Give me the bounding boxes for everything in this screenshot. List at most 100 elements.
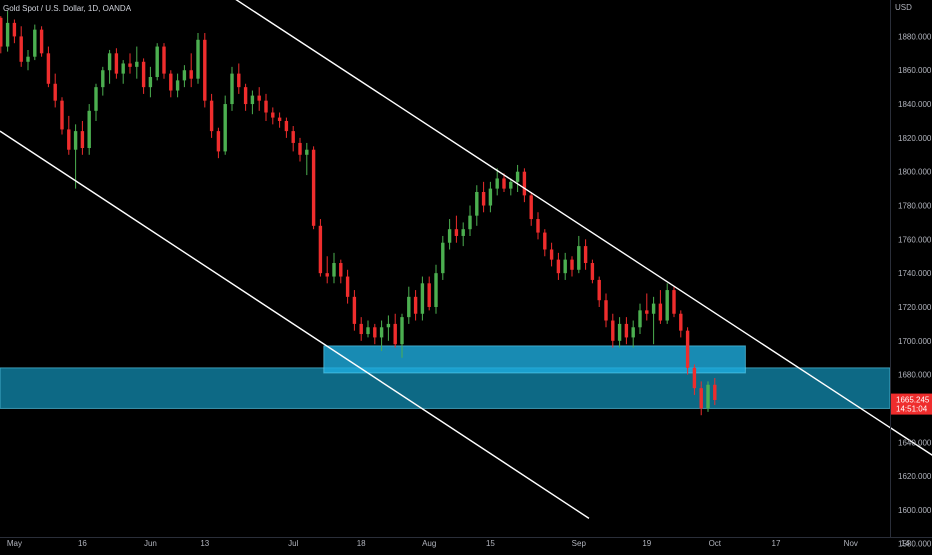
time-tick-label: 19	[642, 539, 651, 548]
time-axis[interactable]: May16Jun13Jul18Aug15Sep19Oct17Nov14Dec	[7, 539, 932, 548]
time-tick-label: Sep	[572, 539, 587, 548]
candle-down	[19, 36, 23, 62]
candle-down	[685, 330, 690, 368]
candle-down	[556, 259, 561, 274]
chart-title: Gold Spot / U.S. Dollar, 1D, OANDA	[3, 4, 132, 13]
candle-up	[495, 178, 499, 189]
candle-down	[481, 191, 486, 206]
zone-layer	[0, 345, 891, 409]
time-tick-label: 16	[78, 539, 87, 548]
candle-up	[250, 95, 255, 105]
candle-down	[237, 73, 241, 88]
candle-down	[67, 129, 71, 150]
candle-down	[141, 61, 146, 88]
price-tick-label: 1720.000	[898, 303, 932, 312]
candle-down	[80, 131, 85, 149]
candle-down	[264, 100, 268, 113]
candle-up	[420, 283, 425, 314]
time-tick-label: Jun	[144, 539, 157, 548]
candle-down	[114, 53, 119, 74]
candle-up	[509, 181, 513, 189]
candle-up	[26, 56, 30, 62]
candle-down	[243, 87, 248, 105]
candle-up	[196, 39, 200, 79]
candle-down	[352, 296, 357, 324]
candle-down	[203, 39, 207, 101]
candle-down	[291, 131, 295, 143]
candle-up	[447, 229, 452, 243]
price-tick-label: 1600.000	[898, 506, 932, 515]
candle-down	[339, 263, 343, 277]
candle-down	[318, 225, 323, 274]
currency-label: USD	[895, 3, 912, 12]
price-tick-label: 1640.000	[898, 438, 932, 447]
candle-down	[345, 276, 350, 297]
candle-down	[189, 70, 193, 79]
price-tick-label: 1740.000	[898, 269, 932, 278]
price-tick-label: 1620.000	[898, 472, 932, 481]
candle-up	[33, 29, 37, 57]
price-tick-label: 1860.000	[898, 66, 932, 75]
trendline	[235, 0, 932, 456]
candle-down	[529, 195, 533, 220]
candle-up	[475, 191, 479, 216]
candle-down	[393, 323, 397, 345]
candle-down	[570, 259, 574, 270]
candle-down	[699, 388, 703, 409]
candle-down	[543, 232, 547, 250]
candle-down	[271, 112, 275, 118]
candle-up	[121, 63, 125, 74]
candle-up	[230, 73, 234, 105]
candle-up	[407, 296, 411, 318]
price-tick-label: 1760.000	[898, 235, 932, 244]
candle-up	[665, 290, 669, 321]
candle-up	[638, 310, 642, 328]
candle-down	[604, 300, 608, 321]
price-axis[interactable]: 1580.0001600.0001620.0001640.0001660.000…	[898, 32, 932, 548]
candle-down	[359, 323, 363, 335]
candle-down	[536, 219, 540, 233]
candle-down	[713, 384, 717, 400]
candle-up	[73, 131, 78, 150]
candle-down	[277, 117, 282, 121]
candle-down	[597, 279, 601, 301]
current-price-tag-background	[891, 393, 932, 415]
time-tick-label: Jul	[288, 539, 298, 548]
price-tick-label: 1840.000	[898, 100, 932, 109]
trendline-layer	[0, 0, 932, 519]
candle-down	[209, 100, 214, 132]
candle-down	[162, 46, 166, 74]
candle-down	[692, 367, 697, 389]
candle-down	[373, 327, 377, 338]
candle-down	[39, 29, 44, 54]
price-tick-label: 1880.000	[898, 32, 932, 41]
candle-up	[94, 87, 98, 111]
trendline	[0, 130, 590, 519]
candle-up	[223, 104, 227, 152]
candle-up	[175, 80, 180, 91]
candle-down	[590, 263, 595, 280]
candle-up	[706, 384, 710, 409]
candle-down	[325, 273, 329, 277]
candle-up	[468, 215, 472, 230]
time-tick-label: 15	[486, 539, 495, 548]
price-tick-label: 1800.000	[898, 168, 932, 177]
candle-up	[379, 327, 384, 338]
candle-down	[658, 303, 663, 321]
candle-down	[12, 22, 17, 37]
candle-up	[577, 246, 581, 270]
candle-down	[502, 178, 506, 189]
candle-down	[298, 142, 302, 155]
time-tick-label: 13	[200, 539, 209, 548]
candle-down	[645, 310, 649, 314]
candle-up	[563, 259, 567, 274]
candle-layer	[0, 11, 717, 416]
candle-up	[135, 61, 139, 67]
candle-down	[284, 120, 289, 132]
candle-up	[148, 76, 153, 88]
candle-down	[169, 73, 173, 91]
candle-down	[672, 290, 676, 314]
